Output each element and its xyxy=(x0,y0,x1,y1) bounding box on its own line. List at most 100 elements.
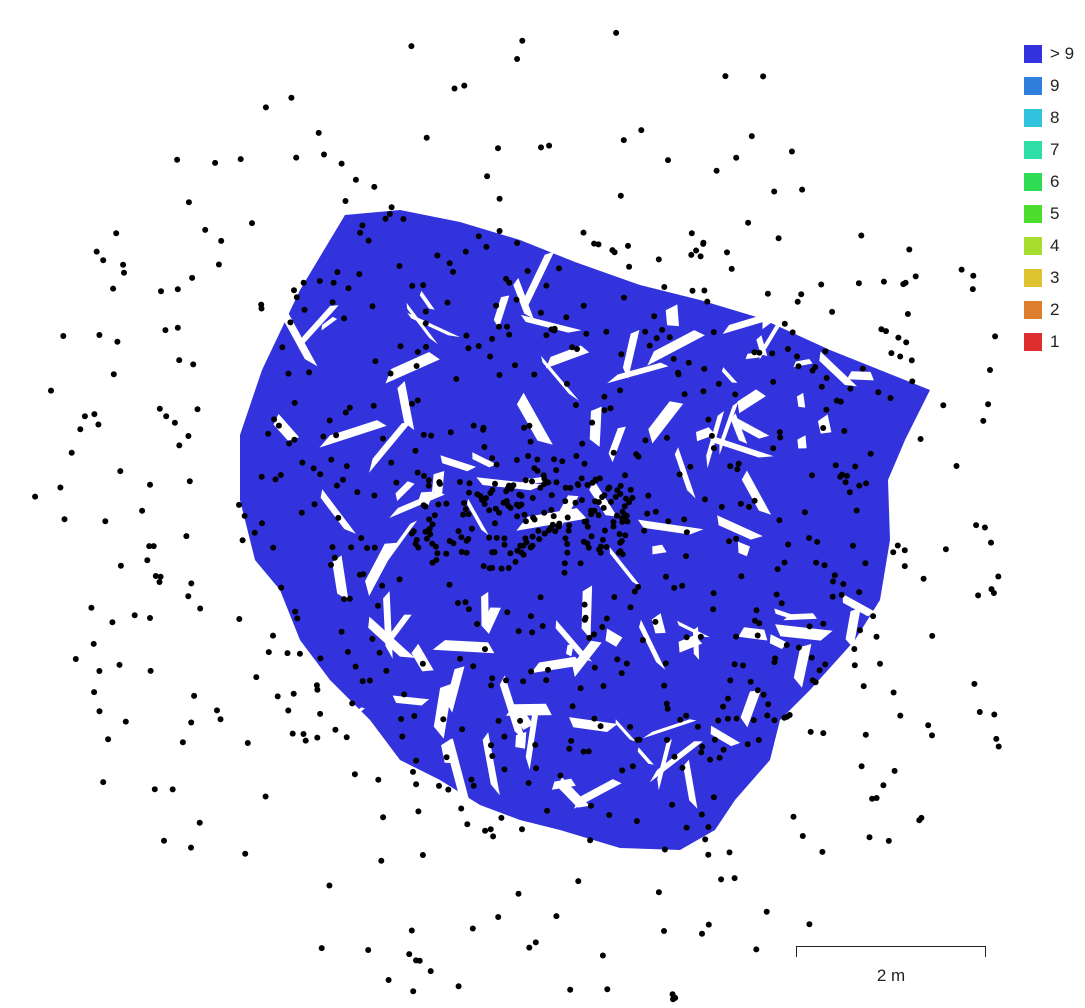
camera-point xyxy=(563,314,570,321)
camera-point xyxy=(543,282,550,289)
camera-point xyxy=(862,731,869,738)
camera-point xyxy=(270,632,276,639)
camera-point xyxy=(450,540,457,547)
camera-point xyxy=(451,85,458,92)
camera-point xyxy=(543,677,550,684)
camera-point xyxy=(652,618,659,625)
coverage-gap xyxy=(839,669,883,709)
camera-point xyxy=(356,271,363,278)
camera-point xyxy=(163,413,170,420)
camera-point xyxy=(466,489,472,496)
legend-item: > 9 xyxy=(1024,38,1074,70)
camera-point xyxy=(486,534,493,541)
camera-point xyxy=(698,811,705,818)
camera-point xyxy=(770,445,777,452)
camera-point xyxy=(236,501,242,508)
camera-point xyxy=(215,261,222,268)
camera-point xyxy=(813,559,820,566)
camera-point xyxy=(429,521,436,528)
coverage-gap xyxy=(406,302,438,345)
camera-point xyxy=(722,73,729,80)
camera-point xyxy=(343,463,350,470)
camera-point xyxy=(831,572,838,579)
camera-point xyxy=(559,458,566,465)
camera-point xyxy=(447,429,454,436)
coverage-gap xyxy=(717,515,763,540)
camera-point xyxy=(794,298,801,305)
camera-point xyxy=(496,372,503,378)
camera-point xyxy=(470,782,477,789)
camera-point xyxy=(352,176,359,183)
camera-point xyxy=(515,628,522,635)
camera-point xyxy=(694,723,701,730)
camera-point xyxy=(633,818,640,825)
camera-point xyxy=(513,501,520,508)
camera-point xyxy=(299,459,306,466)
camera-point xyxy=(683,824,690,831)
camera-point xyxy=(464,821,471,828)
camera-point xyxy=(705,851,712,858)
camera-point xyxy=(795,363,802,370)
coverage-gap xyxy=(520,314,582,333)
camera-point xyxy=(681,516,688,523)
camera-point xyxy=(262,104,269,111)
camera-point xyxy=(505,502,512,509)
camera-point xyxy=(357,229,364,236)
camera-point xyxy=(237,156,244,163)
camera-point xyxy=(581,460,588,467)
camera-point xyxy=(519,37,526,44)
coverage-gap xyxy=(733,416,770,439)
camera-point xyxy=(214,707,220,714)
camera-point xyxy=(585,748,592,755)
camera-point xyxy=(586,634,593,641)
legend-swatch xyxy=(1024,333,1042,351)
camera-point xyxy=(475,343,482,349)
camera-point xyxy=(553,913,560,920)
legend-label: 5 xyxy=(1050,204,1060,223)
coverage-gap xyxy=(573,779,622,809)
coverage-gap xyxy=(741,470,772,515)
camera-point xyxy=(671,753,678,760)
coverage-gap xyxy=(796,392,806,408)
coverage-gap xyxy=(551,778,576,790)
camera-point xyxy=(625,242,631,249)
camera-point xyxy=(731,875,738,882)
coverage-gap xyxy=(569,717,618,732)
camera-point xyxy=(95,421,102,428)
camera-point xyxy=(622,472,629,479)
camera-point xyxy=(529,495,536,501)
camera-point xyxy=(642,328,649,335)
camera-point xyxy=(971,680,978,687)
camera-point xyxy=(156,405,163,412)
camera-point xyxy=(809,367,816,374)
camera-point xyxy=(174,324,181,331)
camera-point xyxy=(72,656,79,662)
camera-point xyxy=(583,330,590,337)
camera-point xyxy=(372,358,379,365)
camera-point xyxy=(704,298,711,305)
camera-point xyxy=(751,349,758,356)
camera-point xyxy=(334,269,341,276)
camera-point xyxy=(820,620,827,627)
camera-point xyxy=(117,562,124,569)
legend-swatch xyxy=(1024,109,1042,127)
camera-point xyxy=(296,650,303,657)
camera-point xyxy=(735,460,742,467)
coverage-gap xyxy=(819,351,857,387)
camera-point xyxy=(468,776,475,783)
camera-point xyxy=(489,675,496,682)
camera-point xyxy=(753,946,760,953)
camera-point xyxy=(315,129,322,136)
camera-point xyxy=(661,846,668,853)
camera-point xyxy=(532,741,539,748)
camera-point xyxy=(156,579,163,585)
camera-point xyxy=(446,581,453,588)
camera-point xyxy=(795,644,802,651)
camera-point xyxy=(627,604,634,611)
camera-point xyxy=(750,717,757,724)
camera-point xyxy=(416,957,423,964)
camera-point xyxy=(574,346,580,352)
camera-point xyxy=(578,475,585,482)
camera-point xyxy=(670,355,677,362)
